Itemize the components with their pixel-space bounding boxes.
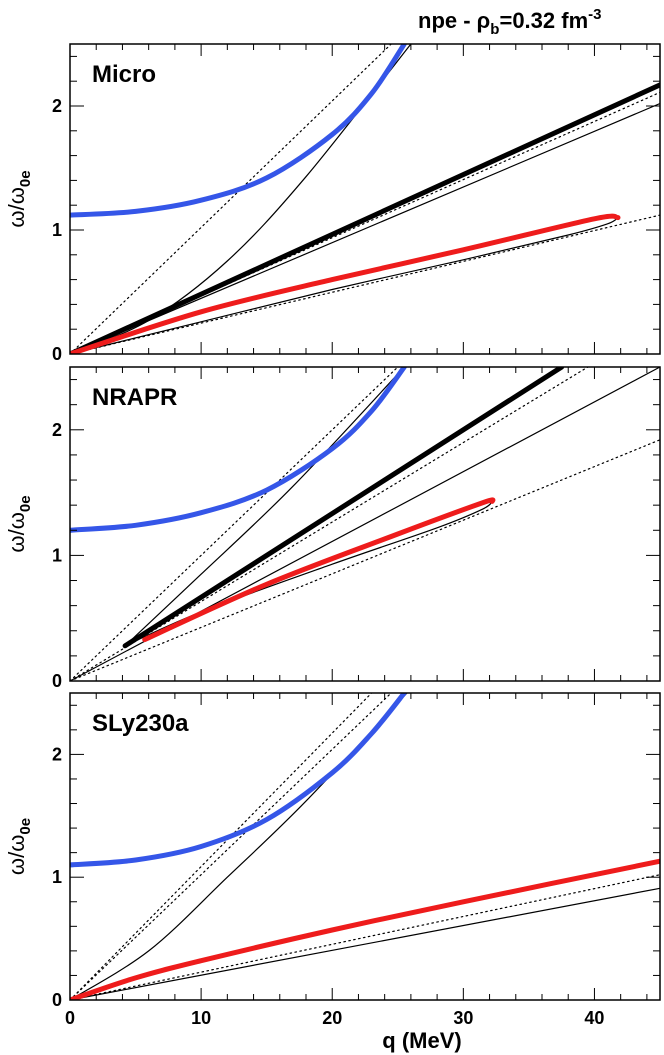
y-tick-label: 2 xyxy=(52,96,62,116)
x-tick-label: 30 xyxy=(453,1008,473,1028)
series-group xyxy=(70,693,660,1000)
x-tick-label: 0 xyxy=(65,1008,75,1028)
y-tick-label: 1 xyxy=(52,545,62,565)
y-tick-label: 0 xyxy=(52,344,62,364)
series-black-mode xyxy=(122,367,565,649)
series-red-mode xyxy=(142,497,496,643)
y-axis-title: ω/ω0e xyxy=(4,495,34,552)
y-tick-label: 0 xyxy=(52,990,62,1010)
series-blue-mode xyxy=(70,693,407,868)
series-blue-mode xyxy=(70,44,407,218)
series-black-mode xyxy=(70,82,660,354)
series-dotted-steep xyxy=(70,44,392,354)
y-axis-title: ω/ω0e xyxy=(4,170,34,227)
panel-label: NRAPR xyxy=(92,384,177,411)
panel-micro: 0 1 2 Micro ω/ω0e xyxy=(4,43,661,364)
plot-frame xyxy=(69,692,661,1001)
x-tick-label: 40 xyxy=(584,1008,604,1028)
series-red-mode xyxy=(70,858,660,1000)
y-axis-subscript: 0e xyxy=(17,818,34,835)
series-group xyxy=(70,367,660,681)
series-dotted-steep xyxy=(70,367,399,681)
title-rho: ρ xyxy=(477,8,491,33)
plot-frame xyxy=(69,43,661,355)
y-axis-subscript: 0e xyxy=(17,170,34,187)
title-exponent: -3 xyxy=(588,6,601,23)
title-prefix: npe - xyxy=(418,8,477,33)
y-axis-omega: ω/ω xyxy=(4,187,29,227)
y-axis-title: ω/ω0e xyxy=(4,818,34,875)
panel-label: SLy230a xyxy=(92,710,189,737)
y-axis-subscript: 0e xyxy=(17,495,34,512)
y-axis-omega: ω/ω xyxy=(4,512,29,552)
series-dotted-steep-2 xyxy=(70,693,392,1000)
panel-label: Micro xyxy=(92,61,156,88)
series-dotted-steep-1 xyxy=(70,693,373,1000)
series-thin-upper xyxy=(70,44,412,354)
series-blue-mode xyxy=(70,367,407,533)
series-red-closure xyxy=(70,217,619,354)
y-axis-omega: ω/ω xyxy=(4,835,29,875)
y-tick-label: 0 xyxy=(52,671,62,691)
y-tick-label: 2 xyxy=(52,420,62,440)
series-dotted-low xyxy=(70,874,660,1000)
x-tick-label: 10 xyxy=(191,1008,211,1028)
title-rho-subscript: b xyxy=(490,21,499,38)
figure-title: npe - ρb=0.32 fm-3 xyxy=(418,6,601,38)
series-thin-upper xyxy=(124,367,405,647)
series-thin-lower xyxy=(70,102,660,354)
y-tick-label: 2 xyxy=(52,744,62,764)
series-red-mode xyxy=(70,213,621,354)
plot-frame xyxy=(69,366,661,682)
y-tick-label: 1 xyxy=(52,867,62,887)
x-tick-label: 20 xyxy=(322,1008,342,1028)
series-group xyxy=(70,44,660,354)
series-thin-lower xyxy=(70,887,660,1000)
y-tick-label: 1 xyxy=(52,220,62,240)
title-value: =0.32 fm xyxy=(499,8,588,33)
panel-nrapr: 0 1 2 NRAPR ω/ω0e xyxy=(4,366,661,691)
series-dotted-low xyxy=(70,214,660,354)
series-dotted-low xyxy=(70,439,660,681)
x-axis-title: q (MeV) xyxy=(382,1028,461,1053)
